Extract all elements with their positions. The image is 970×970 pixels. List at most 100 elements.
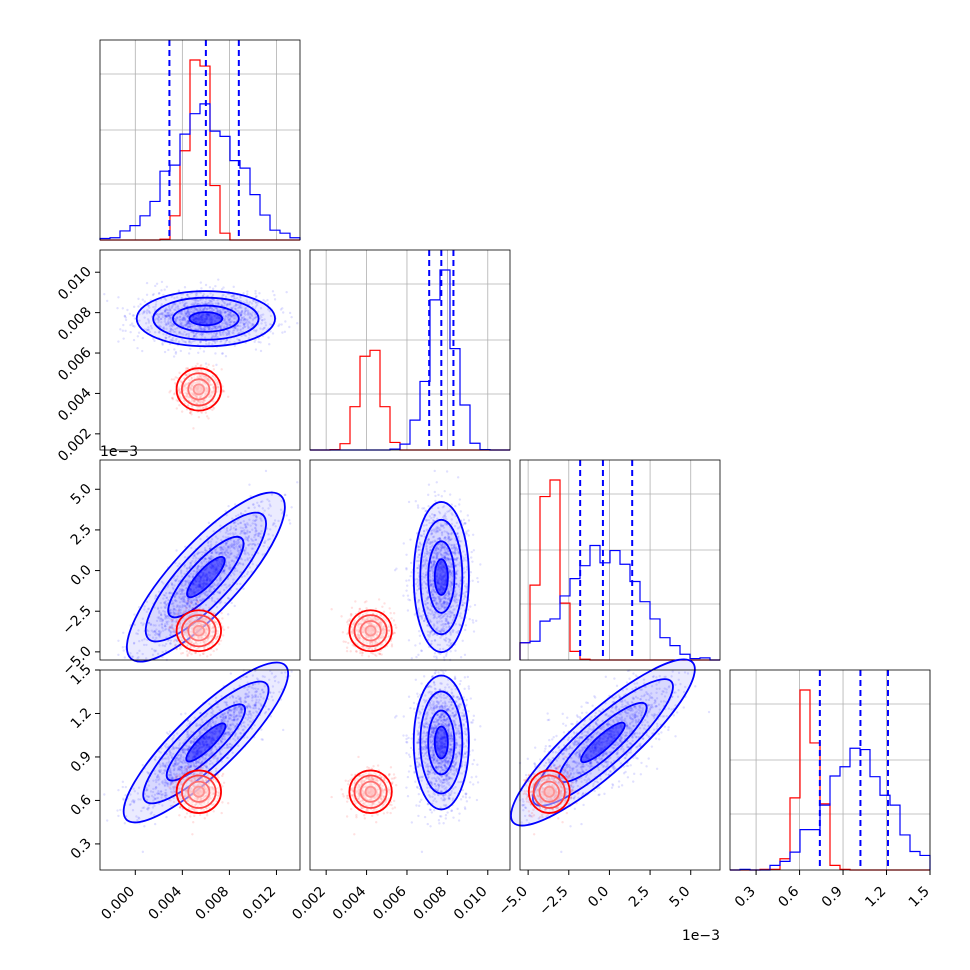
scatter-point xyxy=(471,579,474,582)
hist-series-1 xyxy=(310,269,510,451)
scatter-point xyxy=(175,407,178,410)
scatter-point xyxy=(154,284,157,288)
scatter-point xyxy=(459,510,462,513)
scatter-point xyxy=(247,326,250,330)
scatter-point xyxy=(160,312,164,315)
scatter-point xyxy=(471,619,474,622)
scatter-point xyxy=(217,278,220,281)
scatter-point xyxy=(284,320,287,323)
scatter-point xyxy=(454,504,457,508)
scatter-point xyxy=(208,306,212,309)
scatter-point xyxy=(189,411,192,415)
y-tick-label: 0.004 xyxy=(55,385,95,425)
scatter-point xyxy=(171,623,174,626)
scatter-point xyxy=(252,323,255,327)
scatter-point xyxy=(181,318,184,322)
scatter-point xyxy=(416,504,420,507)
scatter-point xyxy=(221,634,225,637)
scatter-point xyxy=(186,653,189,656)
scatter-point xyxy=(124,316,128,319)
scatter-point xyxy=(269,314,273,318)
scatter-point xyxy=(250,314,254,318)
panel-1-1 xyxy=(309,249,511,451)
scatter-point xyxy=(266,298,269,302)
scatter-point xyxy=(207,363,210,366)
y-tick-label: 0.006 xyxy=(55,344,95,384)
scatter-point xyxy=(433,469,436,473)
scatter-point xyxy=(296,322,299,325)
scatter-point xyxy=(133,613,136,616)
scatter-point xyxy=(103,292,106,296)
scatter-point xyxy=(427,483,431,486)
scatter-point xyxy=(267,336,270,339)
scatter-point xyxy=(462,518,466,522)
scatter-point xyxy=(198,654,202,657)
scatter-point xyxy=(254,289,257,293)
scatter-point xyxy=(153,339,156,343)
scatter-point xyxy=(466,514,470,517)
scatter-point xyxy=(187,334,191,338)
scatter-point xyxy=(285,290,288,294)
scatter-point xyxy=(128,312,132,316)
scatter-point xyxy=(250,313,253,316)
scatter-point xyxy=(259,307,263,310)
scatter-point xyxy=(137,331,141,334)
scatter-point xyxy=(185,293,189,297)
scatter-point xyxy=(119,328,122,331)
scatter-point xyxy=(122,337,125,340)
scatter-point xyxy=(202,313,206,316)
scatter-point xyxy=(254,295,258,299)
scatter-point xyxy=(152,292,155,296)
scatter-point xyxy=(159,317,163,321)
scatter-point xyxy=(273,298,277,301)
scatter-point xyxy=(187,352,191,355)
scatter-point xyxy=(440,495,443,498)
scatter-point xyxy=(146,318,150,321)
scatter-point xyxy=(117,296,120,299)
scatter-point xyxy=(205,315,208,319)
scatter-point xyxy=(131,324,135,327)
scatter-point xyxy=(117,340,120,343)
scatter-point xyxy=(227,330,231,334)
scatter-point xyxy=(185,606,188,610)
scatter-point xyxy=(229,320,233,324)
panel-0-0 xyxy=(99,39,301,241)
scatter-point xyxy=(469,570,473,574)
scatter-point xyxy=(199,281,203,284)
hist-series-1 xyxy=(99,103,301,240)
scatter-point xyxy=(435,481,438,484)
scatter-point xyxy=(242,317,246,321)
scatter-point xyxy=(406,609,410,612)
scatter-point xyxy=(218,316,222,319)
scatter-point xyxy=(246,301,249,304)
scatter-point xyxy=(221,617,224,620)
scatter-point xyxy=(468,617,471,621)
scatter-point xyxy=(173,634,177,638)
scatter-point xyxy=(253,316,256,320)
scatter-point xyxy=(139,303,142,306)
scatter-point xyxy=(231,313,235,317)
scatter-point xyxy=(226,325,229,328)
scatter-point xyxy=(121,329,125,332)
scatter-point xyxy=(161,342,164,345)
scatter-point xyxy=(129,330,132,334)
scatter-point xyxy=(192,427,195,430)
scatter-point xyxy=(458,498,462,501)
y-tick-label: 0.010 xyxy=(55,264,95,304)
y-tick-label: 0.008 xyxy=(55,304,95,344)
scatter-point xyxy=(454,649,457,652)
scatter-point xyxy=(187,325,190,329)
scatter-point xyxy=(253,340,256,344)
scatter-point xyxy=(241,319,245,322)
scatter-point xyxy=(122,649,125,652)
scatter-point xyxy=(200,411,203,415)
scatter-point xyxy=(188,651,191,655)
scatter-point xyxy=(188,322,192,326)
scatter-point xyxy=(288,519,291,522)
scatter-point xyxy=(172,355,176,358)
scatter-point xyxy=(141,349,144,353)
scatter-point xyxy=(271,290,275,293)
scatter-point xyxy=(204,283,208,287)
scatter-point xyxy=(476,576,479,580)
scatter-point xyxy=(218,598,221,601)
